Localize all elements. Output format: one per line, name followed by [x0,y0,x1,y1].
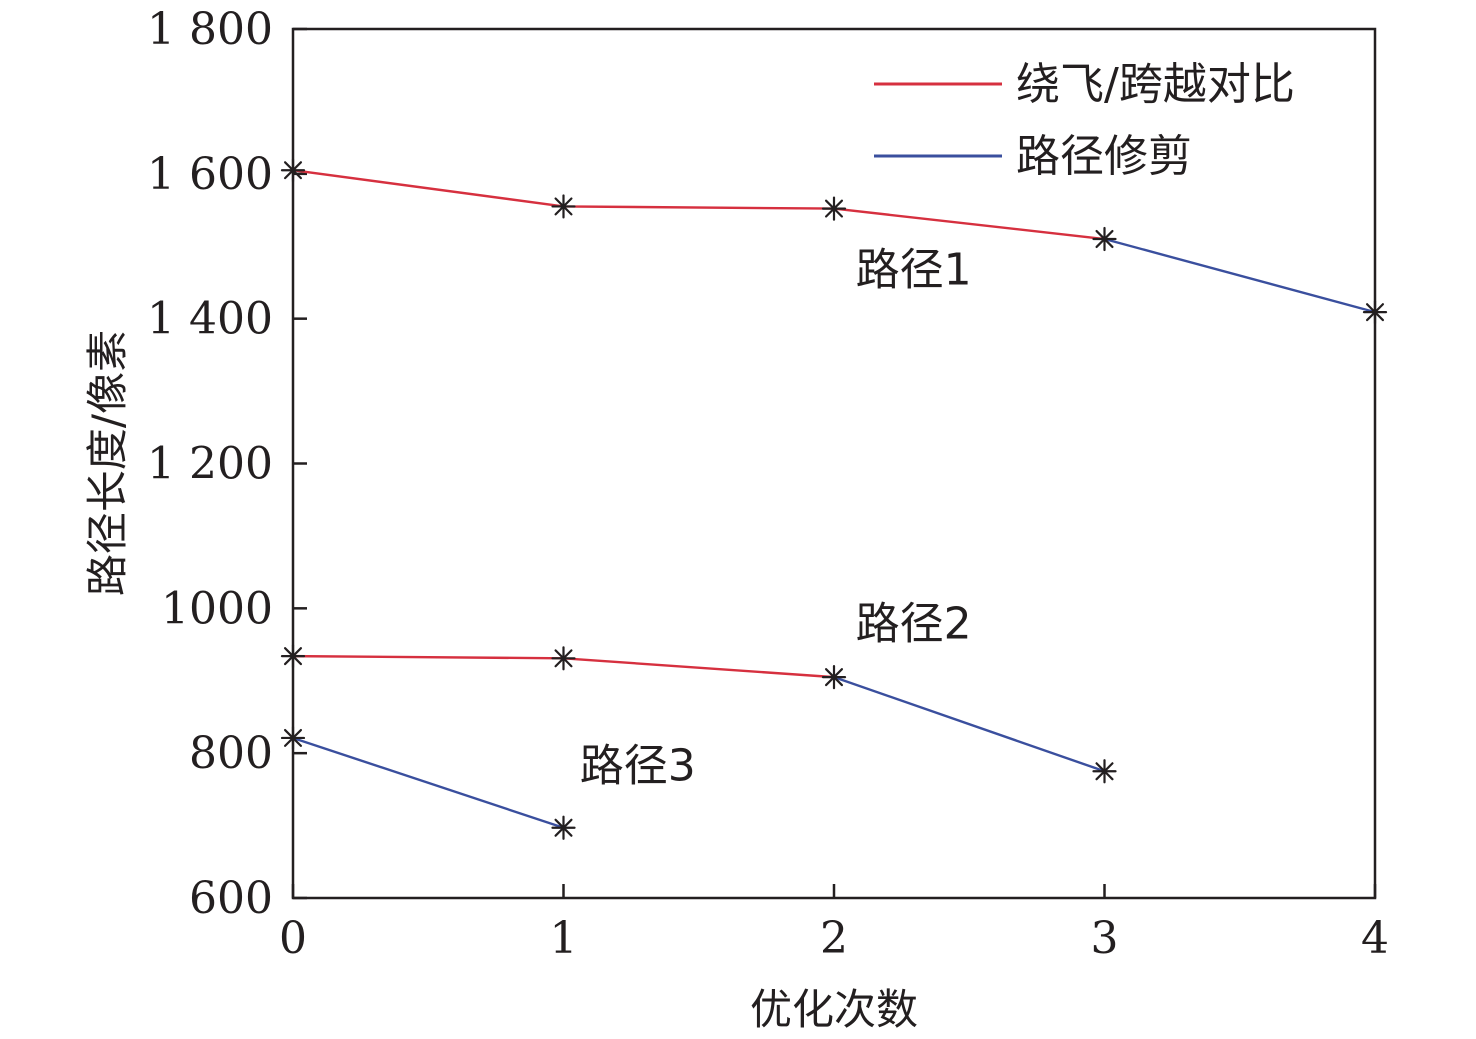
path1-segment-2 [1104,237,1376,314]
y-axis: 600 800 1000 1 200 1 400 1 600 1 800 [147,4,307,924]
data-point-marker [1092,226,1117,252]
data-point-marker [551,815,576,840]
path3-segment-1 [292,736,564,829]
x-axis: 0 1 2 3 4 [279,884,1389,964]
legend-label: 绕飞/跨越对比 [1016,59,1295,110]
data-point-marker [821,196,847,221]
data-point-marker [551,194,576,219]
x-tick-label: 2 [820,913,848,964]
x-tick-label: 3 [1091,913,1119,964]
x-tick-label: 1 [550,913,578,964]
x-axis-label: 优化次数 [750,985,918,1034]
data-point-marker [821,665,847,690]
data-point-marker [1092,759,1117,784]
legend-label: 路径修剪 [1016,131,1192,182]
x-tick-label: 0 [279,913,307,964]
path-label: 路径2 [856,599,972,650]
data-point-marker [280,725,306,751]
data-point-marker [551,646,576,671]
data-point-marker [280,644,306,669]
plot-frame [291,27,1377,900]
y-tick-label: 1 800 [147,4,273,55]
y-tick-label: 600 [189,873,273,924]
data-point-marker [280,158,306,183]
marker-layer [280,158,1388,840]
path-labels: 路径1 路径2 路径3 [580,245,972,792]
data-point-marker [1362,300,1388,325]
path1-segment-1 [292,169,1105,241]
path2-segment-2 [833,675,1105,773]
y-tick-label: 800 [189,728,273,779]
y-tick-label: 1 200 [147,439,273,490]
y-axis-label: 路径长度/像素 [83,330,132,596]
path-label: 路径1 [856,245,972,296]
x-tick-label: 4 [1361,913,1389,964]
y-tick-label: 1 400 [147,294,273,345]
y-tick-label: 1 600 [147,149,273,200]
series-layer [292,169,1376,829]
path-label: 路径3 [580,741,696,792]
y-tick-label: 1000 [161,583,273,634]
